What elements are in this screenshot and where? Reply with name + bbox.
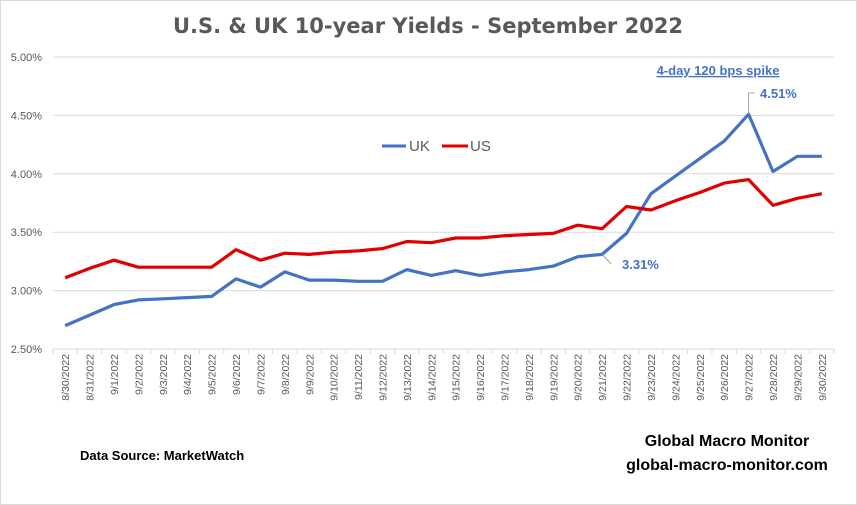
x-tick-label: 9/9/2022 <box>304 354 316 395</box>
x-tick-label: 8/30/2022 <box>60 354 72 401</box>
x-tick-label: 9/27/2022 <box>744 354 756 401</box>
x-tick-label: 9/20/2022 <box>573 354 585 401</box>
footer-brand: Global Macro Monitor global-macro-monito… <box>612 430 842 478</box>
x-tick-label: 9/15/2022 <box>451 354 463 401</box>
x-tick-label: 9/18/2022 <box>524 354 536 401</box>
x-tick-label: 9/14/2022 <box>426 354 438 401</box>
x-tick-label: 9/26/2022 <box>719 354 731 401</box>
x-tick-label: 9/7/2022 <box>255 354 267 395</box>
legend: UK US <box>382 138 491 155</box>
series-line-uk <box>64 112 822 328</box>
spike-annotation: 4-day 120 bps spike <box>657 63 780 78</box>
x-tick-label: 9/2/2022 <box>133 354 145 395</box>
x-tick-label: 9/5/2022 <box>207 354 219 395</box>
legend-uk-label: UK <box>409 138 430 155</box>
x-axis: 8/30/2022 8/31/2022 9/1/2022 9/2/2022 9/3/20… <box>52 348 835 401</box>
x-tick-label: 9/6/2022 <box>231 354 243 395</box>
x-tick-label: 9/21/2022 <box>597 354 609 401</box>
low-leader-line <box>601 254 612 265</box>
low-label: 3.31% <box>622 257 659 272</box>
y-tick-label: 4.50% <box>11 110 42 122</box>
y-tick-label: 4.00% <box>11 169 42 181</box>
x-tick-label: 9/12/2022 <box>377 354 389 401</box>
y-tick-label: 2.50% <box>11 344 42 356</box>
brand-name: Global Macro Monitor <box>644 433 810 450</box>
y-tick-label: 5.00% <box>11 52 42 64</box>
x-tick-label: 9/24/2022 <box>670 354 682 401</box>
chart-title: U.S. & UK 10-year Yields - September 202… <box>173 14 683 38</box>
x-tick-label: 9/19/2022 <box>548 354 560 401</box>
x-tick-label: 9/10/2022 <box>329 354 341 401</box>
x-tick-label: 9/25/2022 <box>695 354 707 401</box>
website-url: global-macro-monitor.com <box>626 457 828 474</box>
x-tick-label: 9/1/2022 <box>109 354 121 395</box>
series-lines <box>64 112 823 328</box>
x-tick-label: 9/13/2022 <box>402 354 414 401</box>
x-tick-label: 9/16/2022 <box>475 354 487 401</box>
annotations: 4-day 120 bps spike 4.51% 3.31% <box>601 63 797 272</box>
x-tick-label: 9/30/2022 <box>817 354 829 401</box>
x-tick-label: 8/31/2022 <box>85 354 97 401</box>
y-tick-label: 3.00% <box>11 286 42 298</box>
x-tick-label: 9/28/2022 <box>768 354 780 401</box>
x-tick-label: 9/4/2022 <box>182 354 194 395</box>
y-tick-label: 3.50% <box>11 227 42 239</box>
x-tick-label: 9/17/2022 <box>500 354 512 401</box>
legend-us-label: US <box>470 138 491 155</box>
x-tick-label: 9/23/2022 <box>646 354 658 401</box>
y-axis-ticks: 2.50% 3.00% 3.50% 4.00% 4.50% 5.00% <box>11 52 42 356</box>
x-tick-label: 9/22/2022 <box>622 354 634 401</box>
x-tick-label: 9/8/2022 <box>280 354 292 395</box>
gridlines <box>53 56 834 350</box>
x-tick-label: 9/29/2022 <box>792 354 804 401</box>
series-line-us <box>64 178 823 280</box>
x-tick-label: 9/11/2022 <box>353 354 365 400</box>
peak-label: 4.51% <box>760 86 797 101</box>
x-tick-label: 9/3/2022 <box>158 354 170 395</box>
data-source-label: Data Source: MarketWatch <box>80 448 245 463</box>
